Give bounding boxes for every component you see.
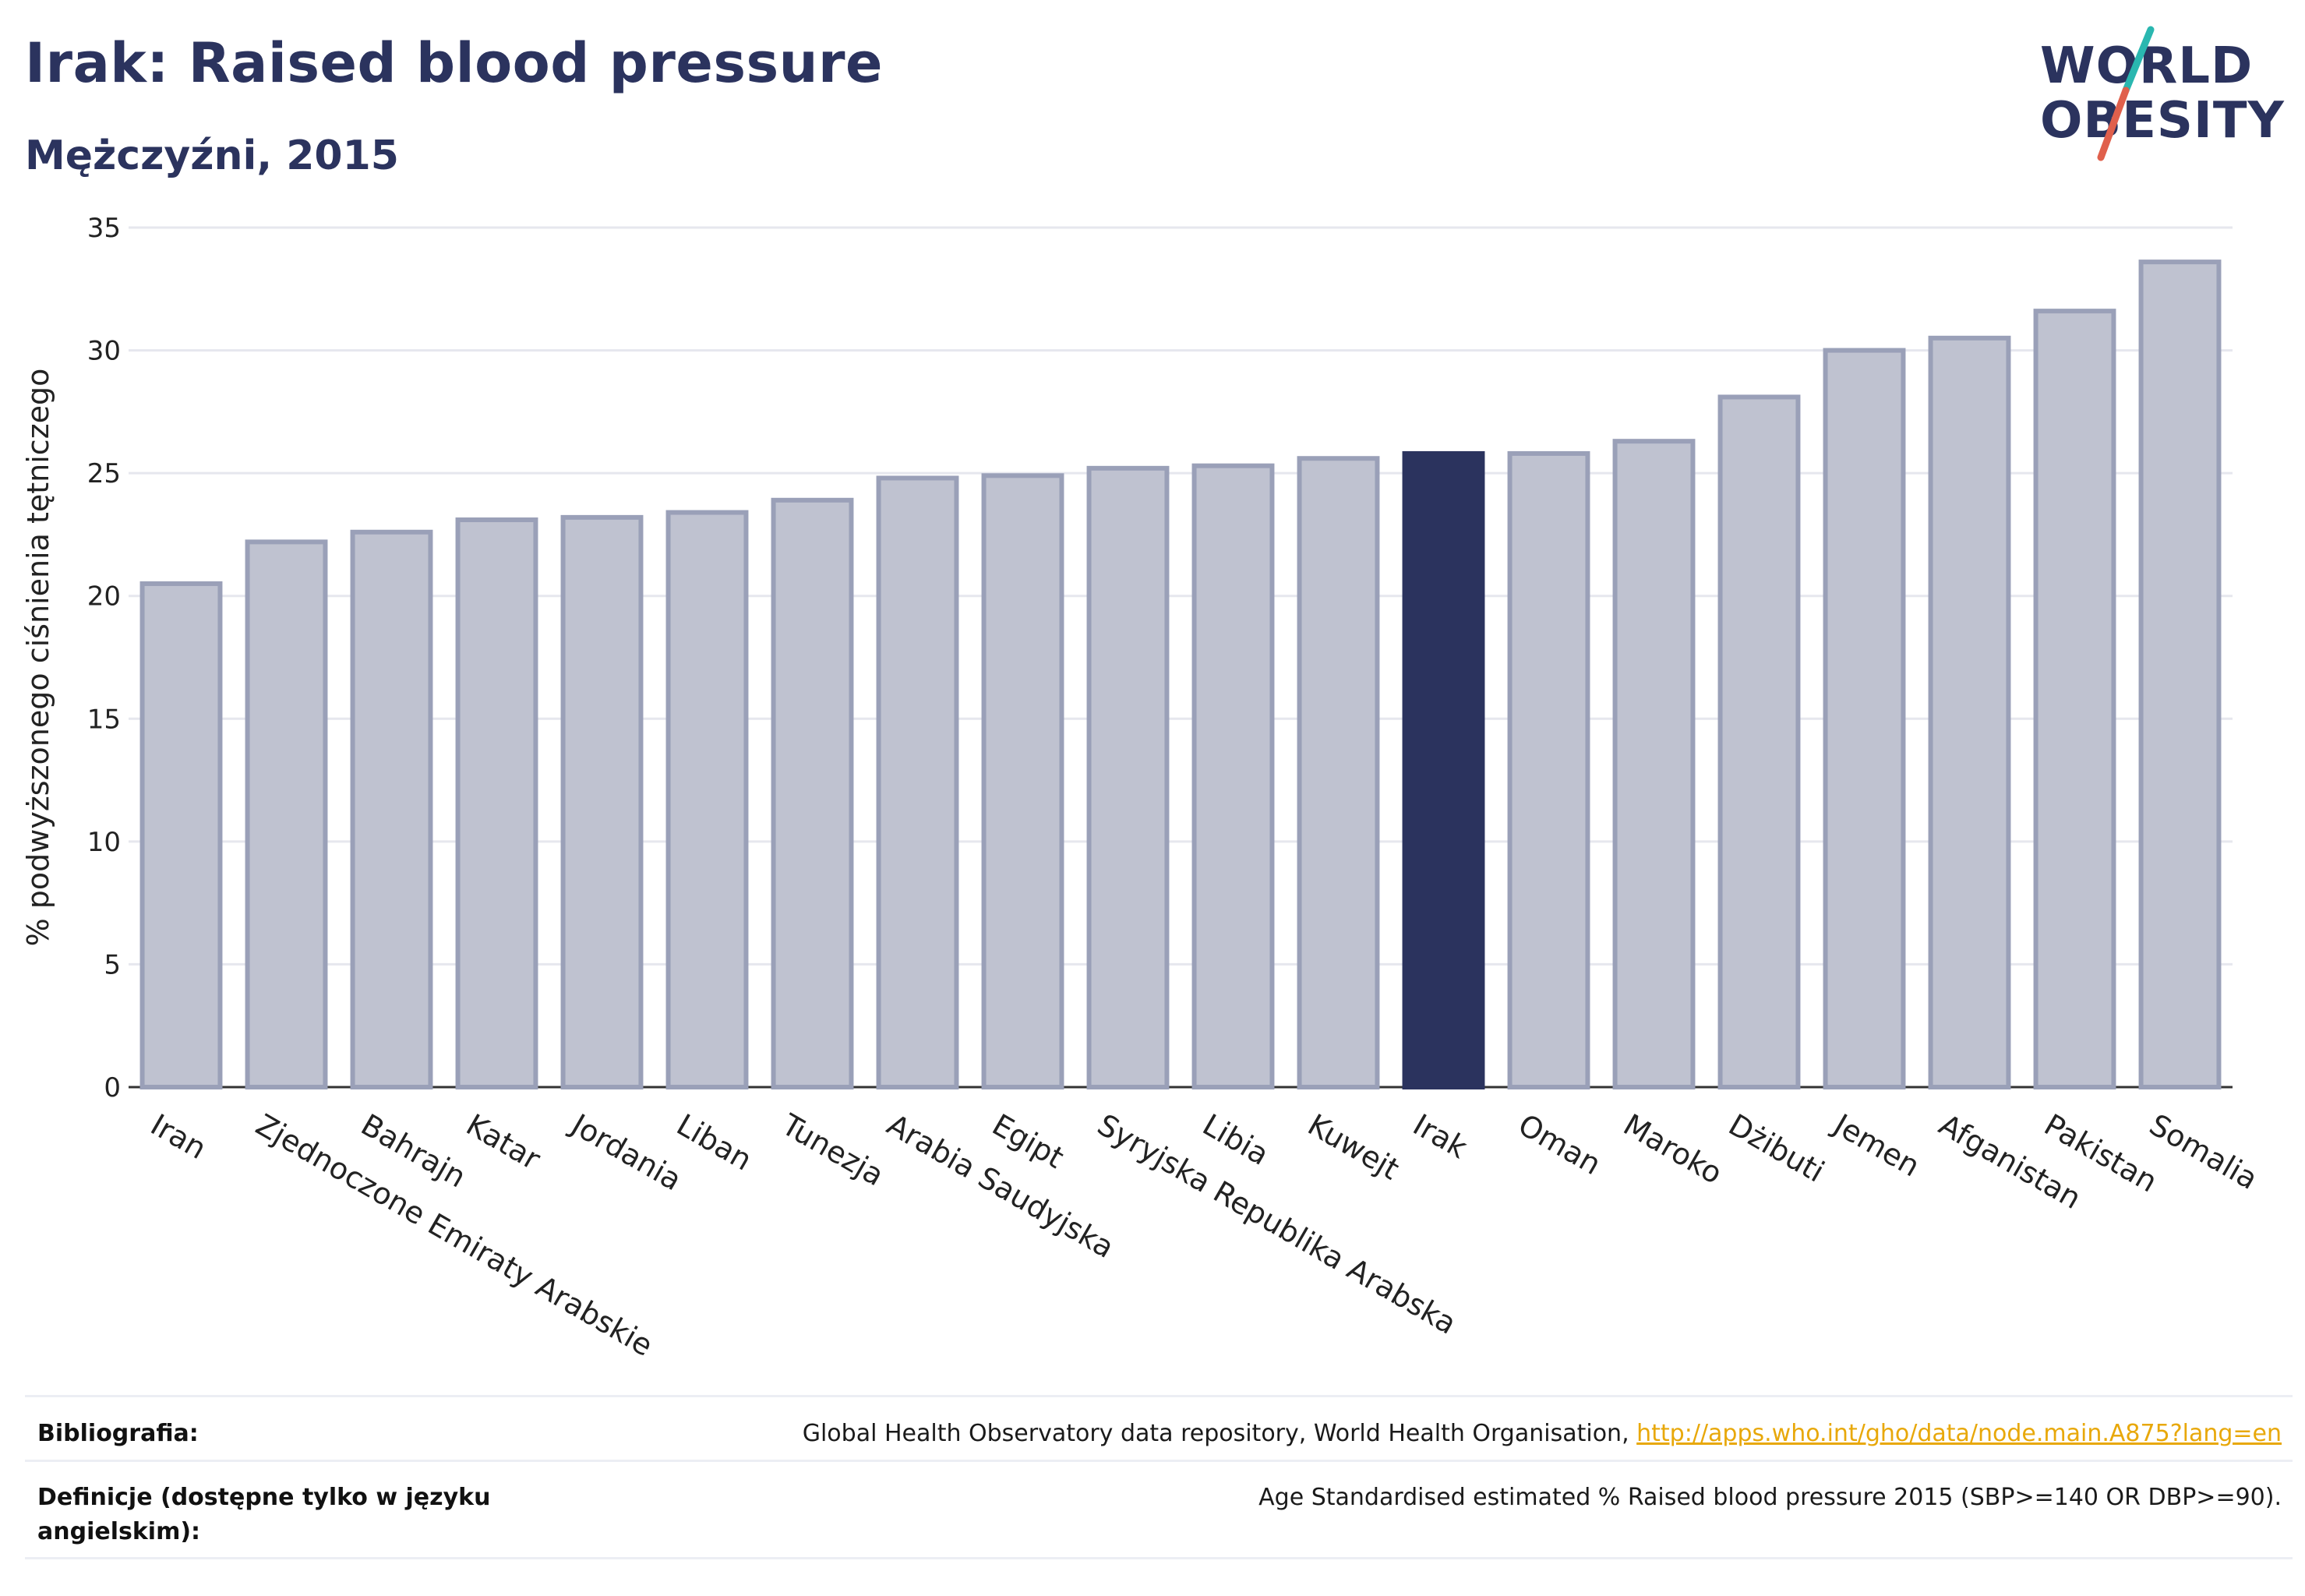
bibliography-label: Bibliografia: — [37, 1420, 199, 1447]
logo-slash-icon — [2097, 26, 2155, 161]
bar-liban[interactable] — [665, 510, 749, 1089]
bar-kuwejt[interactable] — [1297, 456, 1380, 1089]
bibliography-link[interactable]: http://apps.who.int/gho/data/node.main.A… — [1636, 1420, 2282, 1447]
bars — [139, 260, 2222, 1090]
bar-pakistan[interactable] — [2033, 309, 2116, 1090]
x-tick-label: Maroko — [1618, 1107, 1728, 1191]
bar-tunezja[interactable] — [771, 497, 854, 1089]
chart-subtitle: Mężczyźni, 2015 — [25, 132, 399, 179]
bar-dżibuti[interactable] — [1717, 394, 1801, 1090]
bar-iran[interactable] — [139, 581, 223, 1089]
bar-somalia[interactable] — [2138, 260, 2222, 1090]
y-tick-label: 25 — [87, 458, 121, 489]
x-tick-label: Irak — [1407, 1107, 1473, 1165]
y-tick-label: 5 — [104, 949, 121, 980]
x-tick-label: Iran — [145, 1107, 212, 1166]
x-tick-label: Katar — [461, 1107, 546, 1177]
bar-libia[interactable] — [1191, 463, 1275, 1089]
chart-title: Irak: Raised blood pressure — [25, 31, 883, 95]
x-tick-label: Somalia — [2144, 1107, 2264, 1196]
bar-arabia-saudyjska[interactable] — [876, 475, 959, 1089]
y-tick-label: 10 — [87, 827, 121, 858]
bar-chart: 0 5 10 15 20 25 30 35 Iran Zjednoczone Emiraty A… — [21, 213, 2264, 1363]
bar-bahrajn[interactable] — [350, 529, 433, 1089]
x-tick-label: Tunezja — [775, 1107, 890, 1192]
definition-label: Definicje (dostępne tylko w języku angie… — [37, 1484, 491, 1545]
x-tick-label: Libia — [1197, 1107, 1275, 1172]
x-tick-label: Kuwejt — [1302, 1107, 1405, 1187]
bar-egipt[interactable] — [981, 473, 1064, 1089]
x-tick-label: Oman — [1513, 1107, 1607, 1181]
y-axis-label: % podwyższonego ciśnienia tętniczego — [21, 369, 55, 947]
bar-irak[interactable] — [1402, 450, 1485, 1089]
grid-lines — [129, 226, 2233, 1089]
y-tick-label: 15 — [87, 704, 121, 735]
x-tick-label: Jemen — [1827, 1107, 1926, 1184]
bibliography-value: Global Health Observatory data repositor… — [803, 1420, 2282, 1447]
footer-divider — [25, 1395, 2293, 1397]
footer-divider — [25, 1460, 2293, 1462]
bar-afganistan[interactable] — [1928, 335, 2011, 1090]
bibliography-text: Global Health Observatory data repositor… — [802, 1420, 1637, 1447]
bar-jordania[interactable] — [560, 514, 644, 1089]
bar-zjednoczone-emiraty-arabskie[interactable] — [245, 539, 328, 1089]
x-tick-label: Dżibuti — [1723, 1107, 1830, 1189]
x-tick-label: Syryjska Republika Arabska — [1092, 1107, 1462, 1341]
footer-divider — [25, 1557, 2293, 1559]
y-tick-label: 20 — [87, 581, 121, 613]
bar-maroko[interactable] — [1612, 439, 1696, 1090]
bar-syryjska-republika-arabska[interactable] — [1086, 465, 1170, 1089]
x-tick-label: Jordania — [564, 1107, 687, 1197]
logo-line2: OBESITY — [2040, 92, 2285, 150]
x-tick-labels: Iran Zjednoczone Emiraty ArabskieBahrajnK… — [145, 1107, 2264, 1363]
world-obesity-logo: WORLD OBESITY — [2034, 22, 2285, 170]
y-tick-label: 35 — [87, 213, 121, 244]
y-tick-labels: 0 5 10 15 20 25 30 35 — [87, 213, 121, 1103]
definition-value: Age Standardised estimated % Raised bloo… — [1258, 1484, 2282, 1511]
y-tick-label: 30 — [87, 336, 121, 367]
bar-jemen[interactable] — [1823, 348, 1906, 1090]
y-tick-label: 0 — [104, 1072, 121, 1103]
bar-katar[interactable] — [455, 517, 538, 1089]
bar-oman[interactable] — [1507, 450, 1590, 1089]
